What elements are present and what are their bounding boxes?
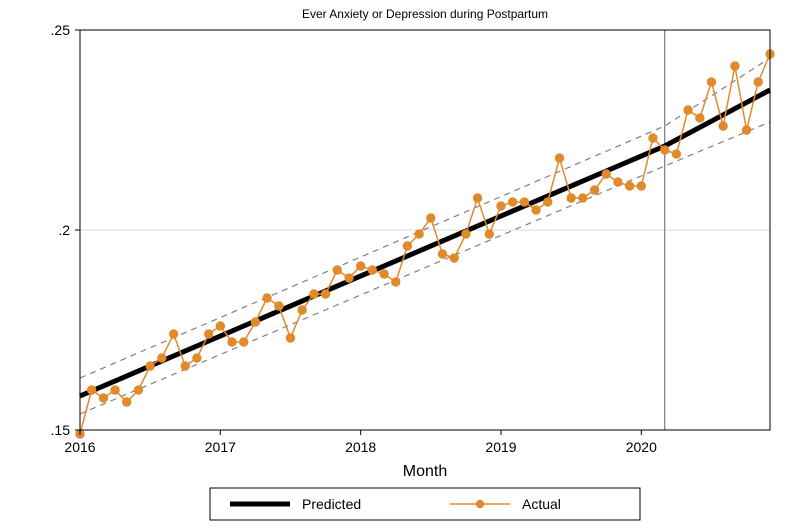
actual-marker xyxy=(169,330,177,338)
actual-marker xyxy=(742,126,750,134)
y-tick-label: .15 xyxy=(51,422,71,438)
actual-marker xyxy=(450,254,458,262)
y-tick-label: .2 xyxy=(58,222,70,238)
x-tick-label: 2016 xyxy=(64,439,95,455)
actual-marker xyxy=(672,150,680,158)
actual-marker xyxy=(146,362,154,370)
actual-marker xyxy=(123,398,131,406)
actual-marker xyxy=(333,266,341,274)
actual-marker xyxy=(111,386,119,394)
actual-marker xyxy=(684,106,692,114)
actual-marker xyxy=(87,386,95,394)
x-tick-label: 2017 xyxy=(205,439,236,455)
actual-marker xyxy=(181,362,189,370)
actual-marker xyxy=(403,242,411,250)
actual-marker xyxy=(637,182,645,190)
y-tick-label: .25 xyxy=(51,22,71,38)
actual-marker xyxy=(590,186,598,194)
actual-marker xyxy=(251,318,259,326)
actual-marker xyxy=(286,334,294,342)
actual-marker xyxy=(240,338,248,346)
actual-marker xyxy=(392,278,400,286)
actual-marker xyxy=(754,78,762,86)
actual-marker xyxy=(193,354,201,362)
actual-marker xyxy=(497,202,505,210)
actual-marker xyxy=(579,194,587,202)
actual-marker xyxy=(532,206,540,214)
actual-marker xyxy=(356,262,364,270)
actual-marker xyxy=(625,182,633,190)
actual-marker xyxy=(555,154,563,162)
chart-title: Ever Anxiety or Depression during Postpa… xyxy=(302,7,548,21)
actual-marker xyxy=(508,198,516,206)
chart-svg: .15 .2 .25 2016 2017 2018 2019 2020 Month Ever An… xyxy=(0,0,800,530)
actual-marker xyxy=(438,250,446,258)
legend-actual-marker xyxy=(476,500,484,508)
actual-marker xyxy=(719,122,727,130)
x-axis-label: Month xyxy=(403,463,447,480)
actual-marker xyxy=(345,274,353,282)
actual-marker xyxy=(661,146,669,154)
actual-marker xyxy=(228,338,236,346)
actual-marker xyxy=(427,214,435,222)
actual-marker xyxy=(158,354,166,362)
legend-actual-label: Actual xyxy=(522,496,561,512)
actual-marker xyxy=(204,330,212,338)
actual-marker xyxy=(368,266,376,274)
actual-marker xyxy=(520,198,528,206)
x-tick-label: 2020 xyxy=(626,439,657,455)
actual-marker xyxy=(275,302,283,310)
actual-marker xyxy=(602,170,610,178)
actual-marker xyxy=(567,194,575,202)
actual-marker xyxy=(731,62,739,70)
actual-marker xyxy=(614,178,622,186)
actual-marker xyxy=(473,194,481,202)
actual-marker xyxy=(380,270,388,278)
actual-marker xyxy=(298,306,306,314)
legend-predicted-label: Predicted xyxy=(302,496,361,512)
actual-marker xyxy=(462,230,470,238)
actual-marker xyxy=(696,114,704,122)
actual-marker xyxy=(310,290,318,298)
actual-marker xyxy=(415,230,423,238)
actual-marker xyxy=(649,134,657,142)
chart-container: .15 .2 .25 2016 2017 2018 2019 2020 Month Ever An… xyxy=(0,0,800,530)
actual-marker xyxy=(134,386,142,394)
actual-marker xyxy=(263,294,271,302)
actual-marker xyxy=(321,290,329,298)
actual-marker xyxy=(707,78,715,86)
actual-marker xyxy=(216,322,224,330)
actual-marker xyxy=(99,394,107,402)
actual-marker xyxy=(544,198,552,206)
x-tick-label: 2018 xyxy=(345,439,376,455)
actual-marker xyxy=(485,230,493,238)
x-tick-label: 2019 xyxy=(485,439,516,455)
